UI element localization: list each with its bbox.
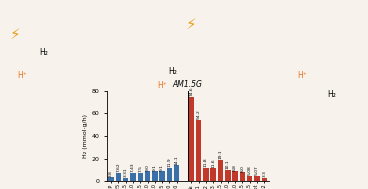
- Text: H₂: H₂: [169, 67, 177, 76]
- Text: 5.08: 5.08: [248, 165, 252, 175]
- Text: 54.2: 54.2: [197, 110, 201, 119]
- Text: 3.3: 3.3: [262, 170, 266, 177]
- Text: 5.07: 5.07: [255, 165, 259, 175]
- Bar: [174, 165, 180, 181]
- Text: ⚡: ⚡: [9, 26, 20, 42]
- Text: H⁺: H⁺: [297, 71, 307, 80]
- Text: 9.1: 9.1: [160, 164, 164, 170]
- Bar: [145, 171, 150, 181]
- Text: 7.62: 7.62: [116, 163, 120, 172]
- Bar: [130, 173, 136, 181]
- Text: AM1.5G: AM1.5G: [173, 80, 203, 89]
- Text: 7.5: 7.5: [138, 165, 142, 172]
- Bar: [210, 168, 216, 181]
- Text: 9.0: 9.0: [146, 164, 149, 171]
- Bar: [247, 176, 252, 181]
- Bar: [188, 97, 194, 181]
- Text: 3.8: 3.8: [109, 170, 113, 177]
- Text: H₂: H₂: [327, 90, 336, 99]
- Bar: [254, 176, 260, 181]
- Bar: [108, 177, 114, 181]
- Text: 14.1: 14.1: [175, 155, 179, 165]
- Bar: [232, 171, 238, 181]
- Bar: [116, 173, 121, 181]
- Bar: [152, 171, 158, 181]
- Text: 8.0: 8.0: [240, 165, 244, 172]
- Bar: [262, 178, 267, 181]
- Bar: [240, 172, 245, 181]
- Text: H₂: H₂: [40, 48, 49, 57]
- Text: 8.8: 8.8: [233, 164, 237, 171]
- Text: 11.6: 11.6: [211, 158, 215, 168]
- Y-axis label: H₂ (mmol·g/h): H₂ (mmol·g/h): [84, 114, 88, 158]
- Bar: [123, 178, 128, 181]
- Text: 9.1: 9.1: [153, 164, 157, 170]
- Text: 11.9: 11.9: [167, 158, 171, 167]
- Text: ⚡: ⚡: [186, 17, 197, 32]
- Bar: [218, 160, 223, 181]
- Text: H⁺: H⁺: [17, 71, 27, 80]
- Text: 3.31: 3.31: [124, 167, 128, 177]
- Text: 7.43: 7.43: [131, 163, 135, 172]
- Bar: [138, 173, 143, 181]
- Bar: [196, 120, 201, 181]
- Text: 74.6: 74.6: [189, 87, 193, 96]
- Text: 11.8: 11.8: [204, 158, 208, 167]
- Bar: [225, 170, 230, 181]
- Text: 19.1: 19.1: [219, 149, 223, 159]
- Text: H⁺: H⁺: [157, 81, 167, 90]
- Bar: [159, 171, 165, 181]
- Bar: [203, 168, 209, 181]
- Bar: [167, 168, 172, 181]
- Text: 10.1: 10.1: [226, 160, 230, 169]
